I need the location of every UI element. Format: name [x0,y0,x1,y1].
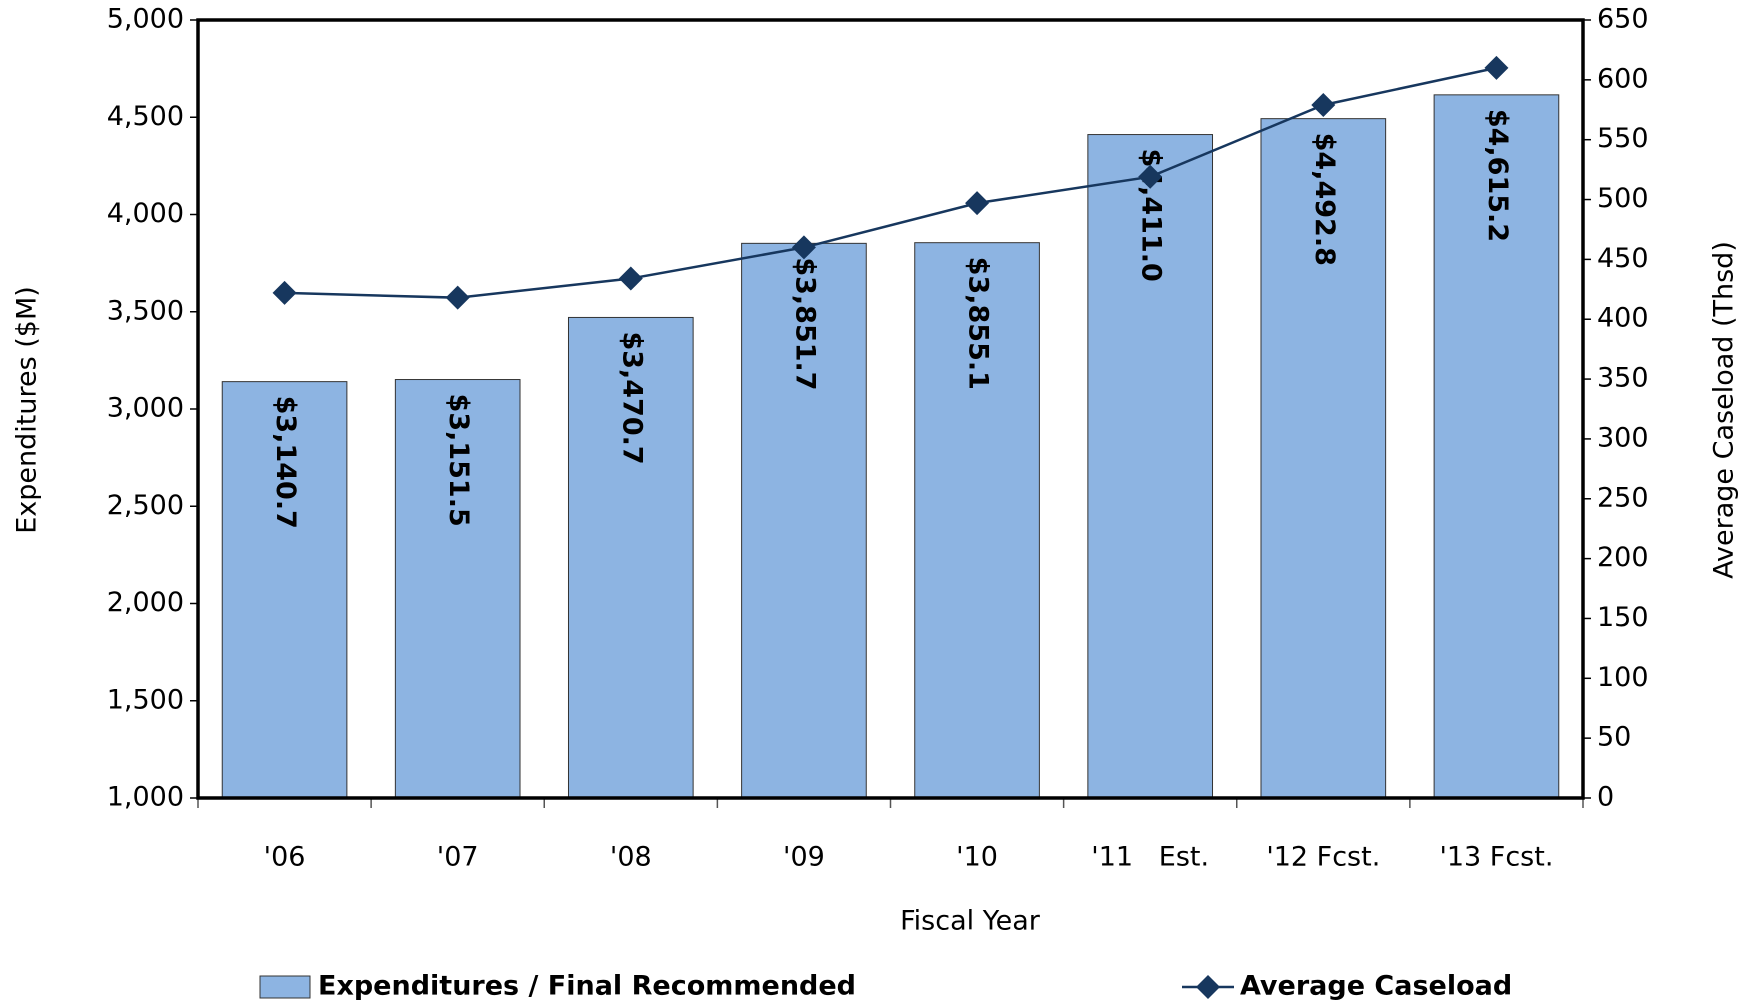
plot-frame [196,18,1585,800]
legend-marker [1196,975,1220,999]
bar [914,242,1040,799]
y2-tick-label: 250 [1597,482,1649,513]
y-tick-label: 3,500 [107,295,184,326]
y2-tick-label: 500 [1597,183,1649,214]
bar-value-label: $3,855.1 [963,257,994,390]
marker [1484,55,1509,80]
bar [394,379,521,799]
marker [272,280,297,305]
y2-tick-label: 0 [1597,782,1614,813]
marker [791,235,816,260]
y2-tick-label: 450 [1597,243,1649,274]
x-tick-label: '07 [437,842,479,873]
y2-tick-label: 200 [1597,542,1649,573]
x-tick-label: '08 [610,842,652,873]
y2-tick-label: 400 [1597,303,1649,334]
bar-value-label: $4,492.8 [1309,133,1340,266]
marker [1311,92,1336,117]
x-tick-label: '06 [264,842,306,873]
legend-label: Average Caseload [1240,971,1512,1002]
y-tick-label: 2,500 [107,490,184,521]
y-tick-label: 4,500 [107,101,184,132]
y2-tick-label: 350 [1597,363,1649,394]
y-tick-label: 4,000 [107,198,184,229]
x-tick-label: '09 [783,842,825,873]
x-tick-label: '10 [956,842,998,873]
marker [965,191,990,216]
bar [1087,134,1214,799]
x-tick-label: '11 Est. [1091,842,1209,873]
y-tick-label: 3,000 [107,393,184,424]
bar-value-label: $3,151.5 [443,394,474,527]
y-tick-label: 1,500 [107,684,184,715]
bar-value-label: $4,615.2 [1482,109,1513,242]
y2-tick-label: 650 [1597,4,1649,35]
bar-value-label: $3,140.7 [270,396,301,529]
bar-value-label: $3,851.7 [789,257,820,390]
y2-tick-label: 300 [1597,422,1649,453]
y2-tick-label: 50 [1597,722,1631,753]
legend-swatch [259,975,311,999]
bar [221,381,348,799]
y-tick-label: 5,000 [107,4,184,35]
marker [445,285,470,310]
legend-label: Expenditures / Final Recommended [318,971,856,1002]
x-tick-label: '13 Fcst. [1439,842,1553,873]
y2-tick-label: 150 [1597,602,1649,633]
y2-tick-label: 600 [1597,63,1649,94]
x-tick-label: '12 Fcst. [1266,842,1380,873]
y-axis-title: Expenditures ($M) [12,286,43,534]
marker [1138,164,1163,189]
bar-value-label: $3,470.7 [616,331,647,464]
bar [1260,118,1387,799]
marker [618,266,643,291]
bar [1433,94,1560,799]
y2-axis-title: Average Caseload (Thsd) [1709,241,1740,579]
y-tick-label: 2,000 [107,587,184,618]
bar [741,242,867,799]
y2-tick-label: 100 [1597,662,1649,693]
y-tick-label: 1,000 [107,782,184,813]
x-axis-title: Fiscal Year [900,906,1041,937]
line [284,66,1497,299]
y2-tick-label: 550 [1597,123,1649,154]
